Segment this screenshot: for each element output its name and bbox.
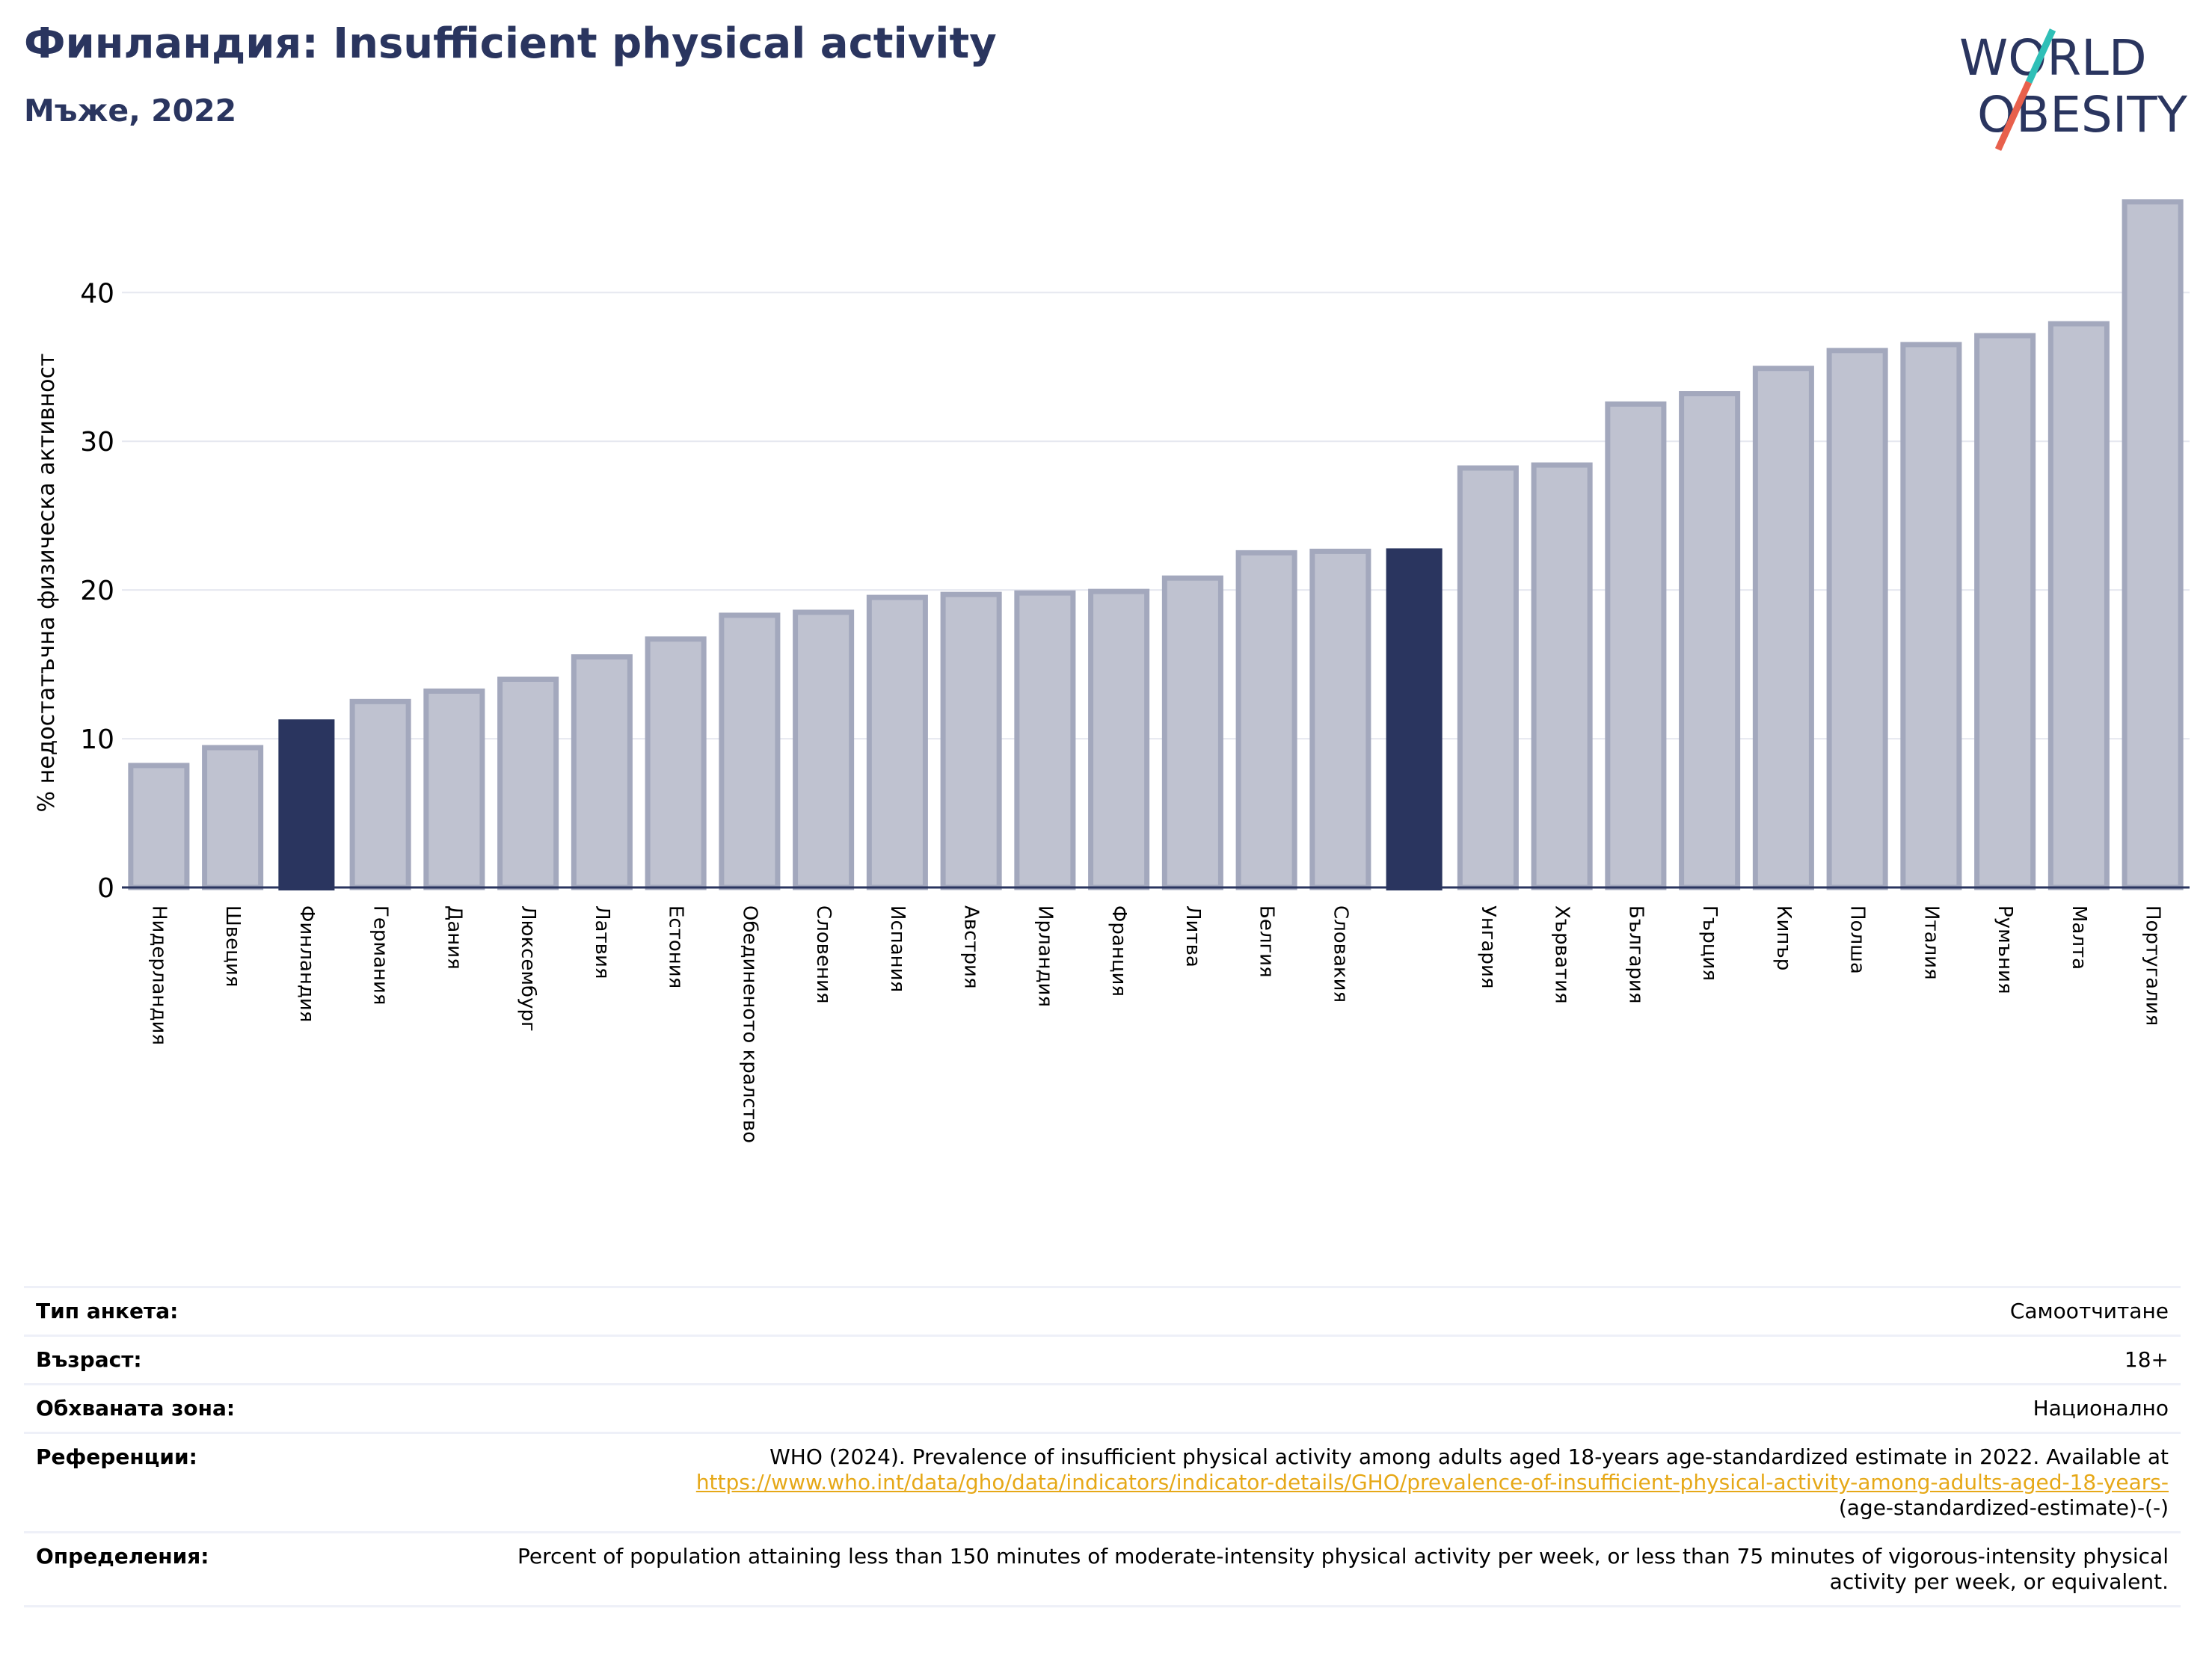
x-tick-label: Полша — [1846, 905, 1869, 974]
info-value-text: 18+ — [2124, 1347, 2169, 1372]
bar — [497, 676, 559, 890]
page-subtitle: Мъже, 2022 — [24, 93, 237, 129]
info-row: Определения: Percent of population attain… — [24, 1531, 2181, 1607]
bar — [349, 698, 411, 890]
info-label: Обхваната зона: — [24, 1383, 437, 1434]
bar — [1457, 465, 1519, 890]
info-value: Percent of population attaining less tha… — [437, 1531, 2181, 1607]
bar — [1235, 550, 1297, 890]
bar — [866, 594, 928, 890]
y-tick-label: 0 — [97, 873, 114, 904]
x-tick-label: Унгария — [1477, 905, 1499, 988]
x-tick-label: България — [1624, 905, 1647, 1003]
x-tick-label: Австрия — [960, 905, 983, 989]
x-tick-label: Ирландия — [1033, 905, 1056, 1007]
info-value-text: Самоотчитане — [2009, 1299, 2169, 1323]
x-tick-label: Литва — [1182, 905, 1204, 967]
logo-slash-teal — [2025, 28, 2056, 84]
x-tick-label: Кипър — [1772, 905, 1795, 970]
bar — [793, 609, 855, 890]
bar-chart: 0 10 20 30 40 Нидерландия Швеция Финландия Герм… — [34, 199, 2190, 1143]
info-value-text: (age-standardized-estimate)-(-) — [1838, 1495, 2169, 1520]
bar — [1605, 401, 1667, 890]
x-tick-label: Финландия — [295, 905, 318, 1022]
info-table: Тип анкета: Самоотчитане Възраст: 18+ Обхван… — [24, 1286, 2181, 1607]
x-tick-label: Естония — [665, 905, 687, 988]
x-tick-labels: Нидерландия Швеция Финландия Германия Дания Л… — [147, 905, 2163, 1143]
bar — [278, 719, 335, 890]
x-tick-label: Словакия — [1329, 905, 1351, 1003]
bar — [1088, 588, 1150, 890]
bar — [128, 763, 190, 890]
x-tick-label: Португалия — [2142, 905, 2164, 1026]
x-tick-label: Германия — [369, 905, 392, 1005]
bar — [1679, 391, 1741, 890]
x-tick-label: Обединеното кралство — [738, 905, 761, 1143]
y-tick-label: 30 — [80, 427, 114, 458]
info-value-text: Национално — [2033, 1396, 2169, 1421]
bar — [571, 654, 633, 890]
y-axis-label: % недостатъчна физическа активност — [34, 354, 60, 813]
bar — [1826, 348, 1888, 890]
bar — [1014, 590, 1076, 890]
bar — [1531, 462, 1593, 890]
x-tick-label: Румъния — [1994, 905, 2016, 994]
x-tick-label: Люксембург — [517, 905, 539, 1032]
bar — [1974, 333, 2036, 890]
x-tick-label: Франция — [1107, 905, 1130, 997]
x-tick-label: Испания — [886, 905, 909, 992]
info-label: Определения: — [24, 1531, 437, 1607]
bar — [1900, 342, 1962, 890]
info-row: Обхваната зона: Национално — [24, 1383, 2181, 1434]
info-value-text: Percent of population attaining less tha… — [517, 1544, 2169, 1594]
x-tick-label: Дания — [443, 905, 465, 970]
logo-line1: WORLD — [1959, 29, 2147, 87]
y-tick-label: 20 — [80, 576, 114, 606]
reference-link[interactable]: https://www.who.int/data/gho/data/indica… — [695, 1470, 2169, 1495]
x-tick-label: Гърция — [1698, 905, 1721, 981]
bar — [1161, 575, 1223, 890]
bars-layer — [128, 199, 2184, 890]
info-label: Тип анкета: — [24, 1286, 437, 1337]
x-tick-label: Латвия — [591, 905, 613, 979]
logo-slash-red — [1994, 81, 2033, 151]
info-value[interactable]: WHO (2024). Prevalence of insufficient p… — [437, 1432, 2181, 1533]
y-tick-labels: 0 10 20 30 40 — [80, 278, 114, 904]
bar — [202, 745, 264, 890]
info-row: Възраст: 18+ — [24, 1335, 2181, 1385]
world-obesity-logo: WORLD OBESITY — [1959, 28, 2188, 151]
info-value: 18+ — [437, 1335, 2181, 1385]
x-tick-label: Хърватия — [1551, 905, 1573, 1004]
bar — [645, 636, 707, 890]
bar — [2122, 199, 2184, 890]
info-row: Референции: WHO (2024). Prevalence of ins… — [24, 1432, 2181, 1533]
x-tick-label: Италия — [1920, 905, 1942, 980]
info-label: Възраст: — [24, 1335, 437, 1385]
bar — [1752, 366, 1814, 890]
info-row: Тип анкета: Самоотчитане — [24, 1286, 2181, 1337]
page-title: Финландия: Insufficient physical activit… — [24, 19, 997, 68]
bar — [2047, 321, 2110, 890]
bar — [1386, 548, 1443, 890]
x-tick-label: Нидерландия — [147, 905, 170, 1045]
info-label: Референции: — [24, 1432, 437, 1533]
bar — [940, 591, 1002, 890]
info-value: Национално — [437, 1383, 2181, 1434]
y-tick-label: 40 — [80, 278, 114, 309]
info-value: Самоотчитане — [437, 1286, 2181, 1337]
info-value-text: WHO (2024). Prevalence of insufficient p… — [769, 1444, 2169, 1469]
bar — [423, 688, 485, 890]
x-tick-label: Словения — [812, 905, 835, 1004]
y-tick-label: 10 — [80, 724, 114, 755]
bar — [719, 612, 781, 890]
bar — [1309, 548, 1371, 890]
x-tick-label: Малта — [2068, 905, 2090, 970]
x-tick-label: Швеция — [221, 905, 244, 987]
x-tick-label: Белгия — [1256, 905, 1278, 978]
